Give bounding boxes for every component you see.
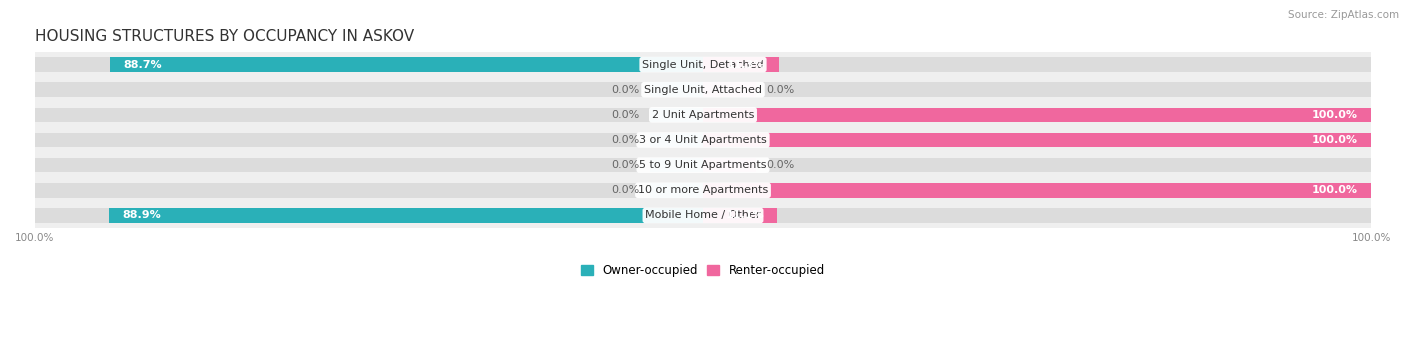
- Bar: [703, 133, 1371, 147]
- Bar: [703, 183, 1371, 197]
- Text: 11.1%: 11.1%: [725, 210, 763, 220]
- Text: 0.0%: 0.0%: [612, 85, 640, 95]
- Text: 3 or 4 Unit Apartments: 3 or 4 Unit Apartments: [640, 135, 766, 145]
- Text: 88.9%: 88.9%: [122, 210, 160, 220]
- Text: HOUSING STRUCTURES BY OCCUPANCY IN ASKOV: HOUSING STRUCTURES BY OCCUPANCY IN ASKOV: [35, 29, 413, 44]
- Bar: [703, 208, 778, 223]
- Bar: [35, 152, 1371, 178]
- Text: 5 to 9 Unit Apartments: 5 to 9 Unit Apartments: [640, 160, 766, 170]
- Text: 100.0%: 100.0%: [1312, 185, 1358, 195]
- Bar: [650, 83, 703, 97]
- Text: 0.0%: 0.0%: [612, 185, 640, 195]
- Text: 0.0%: 0.0%: [766, 85, 794, 95]
- Text: Single Unit, Detached: Single Unit, Detached: [643, 60, 763, 70]
- Bar: [650, 183, 703, 197]
- Bar: [703, 158, 756, 173]
- Text: Single Unit, Attached: Single Unit, Attached: [644, 85, 762, 95]
- Bar: [650, 133, 703, 147]
- Bar: [703, 57, 779, 72]
- Text: 0.0%: 0.0%: [612, 110, 640, 120]
- Bar: [35, 178, 1371, 203]
- Text: 100.0%: 100.0%: [1312, 110, 1358, 120]
- Text: 88.7%: 88.7%: [124, 60, 162, 70]
- Bar: [35, 128, 1371, 152]
- Bar: [35, 77, 1371, 102]
- Legend: Owner-occupied, Renter-occupied: Owner-occupied, Renter-occupied: [581, 264, 825, 277]
- Text: Source: ZipAtlas.com: Source: ZipAtlas.com: [1288, 10, 1399, 20]
- Bar: [35, 102, 1371, 128]
- Bar: [703, 83, 756, 97]
- Bar: [35, 107, 1371, 122]
- Text: 2 Unit Apartments: 2 Unit Apartments: [652, 110, 754, 120]
- Bar: [650, 107, 703, 122]
- Bar: [35, 158, 1371, 173]
- Text: 0.0%: 0.0%: [766, 160, 794, 170]
- Bar: [35, 203, 1371, 228]
- Bar: [35, 208, 1371, 223]
- Bar: [35, 57, 1371, 72]
- Text: 0.0%: 0.0%: [612, 160, 640, 170]
- Bar: [110, 57, 703, 72]
- Bar: [35, 133, 1371, 147]
- Text: 0.0%: 0.0%: [612, 135, 640, 145]
- Text: Mobile Home / Other: Mobile Home / Other: [645, 210, 761, 220]
- Bar: [108, 208, 703, 223]
- Bar: [703, 107, 1371, 122]
- Text: 100.0%: 100.0%: [1312, 135, 1358, 145]
- Text: 11.3%: 11.3%: [727, 60, 765, 70]
- Bar: [35, 52, 1371, 77]
- Bar: [35, 183, 1371, 197]
- Text: 10 or more Apartments: 10 or more Apartments: [638, 185, 768, 195]
- Bar: [35, 83, 1371, 97]
- Bar: [650, 158, 703, 173]
